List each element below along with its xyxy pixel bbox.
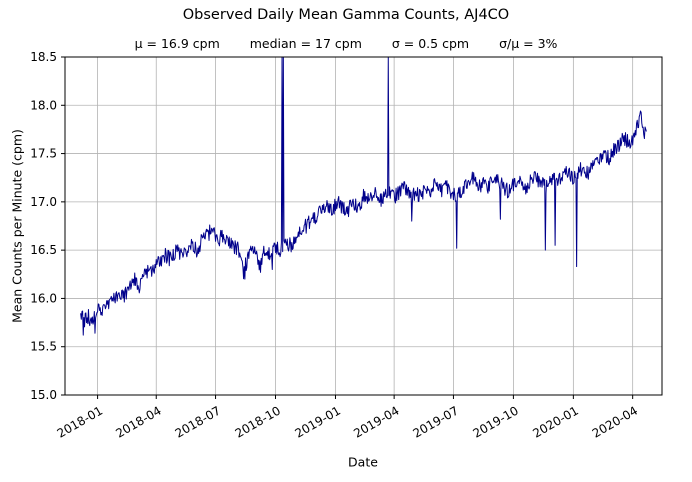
y-tick-label: 16.0 [30, 291, 57, 305]
x-tick-label: 2018-01 [55, 403, 105, 440]
x-tick-label: 2019-01 [293, 403, 343, 440]
data-line [80, 56, 647, 336]
x-tick-label: 2019-04 [351, 403, 401, 440]
x-tick-label: 2019-10 [470, 403, 520, 440]
y-tick-label: 15.0 [30, 388, 57, 402]
x-tick-label: 2020-04 [590, 403, 640, 440]
y-tick-label: 15.5 [30, 340, 57, 354]
stat-mean: μ = 16.9 cpm [134, 36, 220, 51]
y-tick-label: 18.0 [30, 98, 57, 112]
y-tick-label: 17.5 [30, 147, 57, 161]
x-tick-label: 2018-07 [173, 403, 223, 440]
stat-sigma-over-mu: σ/μ = 3% [499, 36, 558, 51]
axes-frame [64, 56, 663, 396]
x-axis-label: Date [348, 454, 378, 470]
x-tick-label: 2018-04 [113, 403, 163, 440]
series-layer [80, 56, 647, 336]
x-tick-label: 2020-01 [530, 403, 580, 440]
chart-title: Observed Daily Mean Gamma Counts, AJ4CO [182, 7, 510, 23]
y-axis-label: Mean Counts per Minute (cpm) [9, 129, 25, 323]
y-tick-label: 18.5 [30, 50, 57, 64]
chart-stats: μ = 16.9 cpm median = 17 cpm σ = 0.5 cpm… [0, 36, 692, 51]
x-tick-label: 2019-07 [411, 403, 461, 440]
grid-layer [65, 56, 662, 396]
y-tick-label: 16.5 [30, 243, 57, 257]
y-tick-label: 17.0 [30, 195, 57, 209]
x-tick-label: 2018-10 [233, 403, 283, 440]
plot-frame [64, 56, 663, 396]
stat-sigma: σ = 0.5 cpm [391, 36, 470, 51]
stat-median: median = 17 cpm [249, 36, 362, 51]
